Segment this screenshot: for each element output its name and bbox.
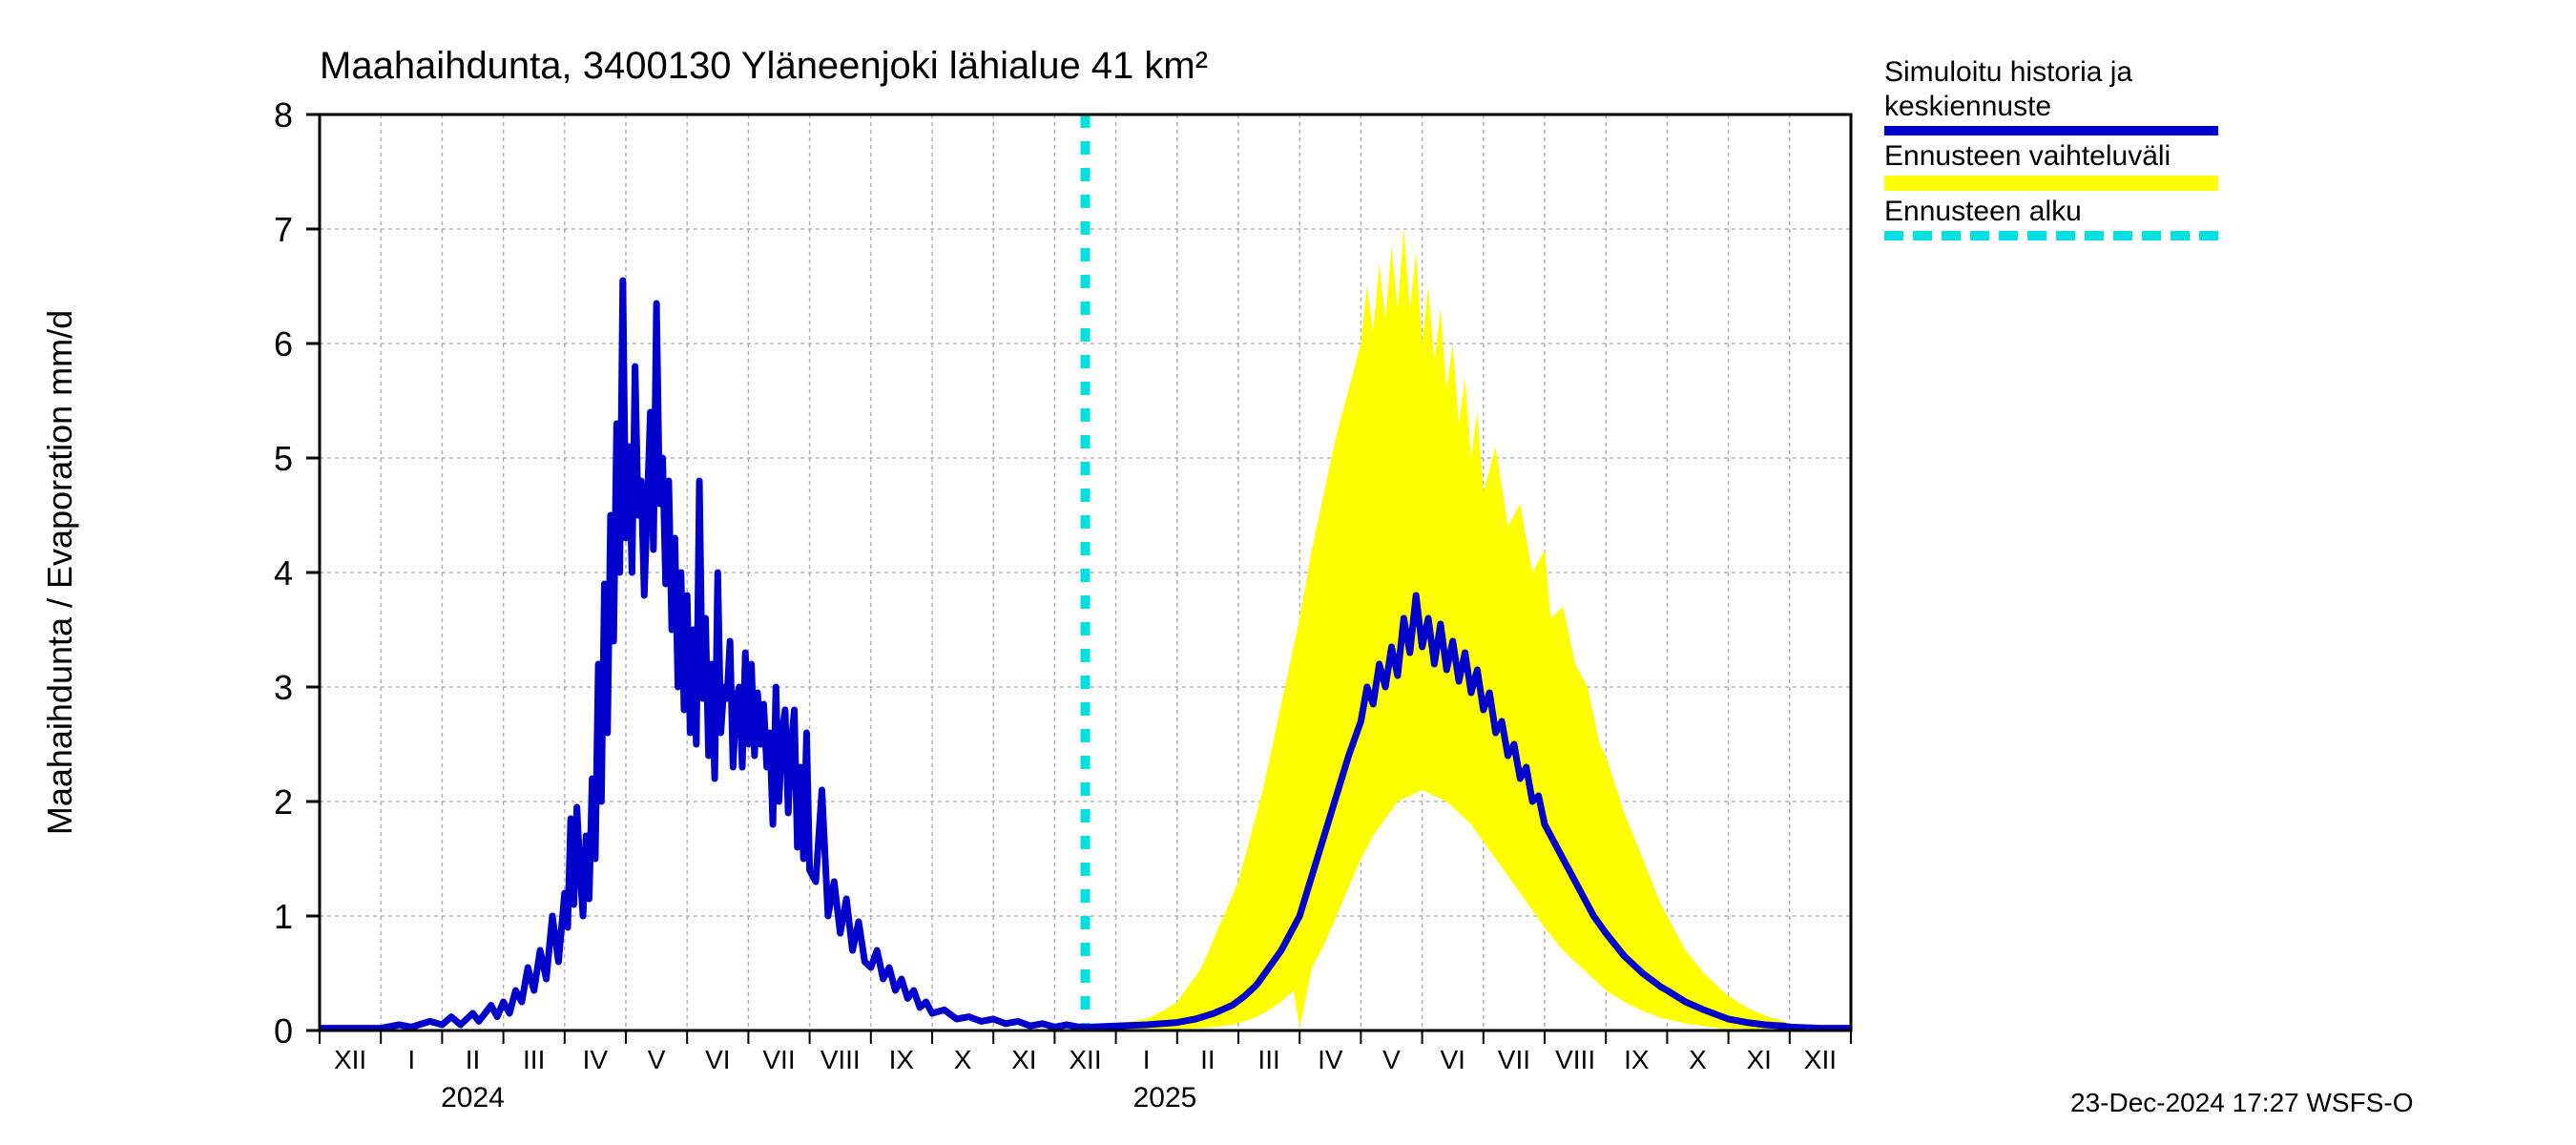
xtick-label: X <box>1689 1045 1707 1074</box>
xtick-label: VIII <box>1555 1045 1595 1074</box>
timestamp: 23-Dec-2024 17:27 WSFS-O <box>2070 1088 2414 1118</box>
xtick-label: VI <box>1440 1045 1465 1074</box>
legend-label: Ennusteen alku <box>1884 195 2476 229</box>
xtick-label: XII <box>334 1045 366 1074</box>
xtick-label: V <box>1382 1045 1401 1074</box>
xtick-label: III <box>523 1045 545 1074</box>
legend-entry: Ennusteen vaihteluväli <box>1884 139 2476 191</box>
ytick-label: 4 <box>274 553 293 593</box>
xtick-label: XII <box>1069 1045 1101 1074</box>
legend: Simuloitu historia ja keskiennuste Ennust… <box>1884 55 2476 244</box>
xtick-label: IX <box>889 1045 915 1074</box>
chart-stage: 012345678XIIIIIIIIIVVVIVIIVIIIIXXXIXIIII… <box>0 0 2576 1145</box>
xtick-label: I <box>1143 1045 1151 1074</box>
legend-label: Ennusteen vaihteluväli <box>1884 139 2476 174</box>
xtick-label: V <box>648 1045 666 1074</box>
xtick-label: XII <box>1804 1045 1837 1074</box>
ytick-label: 5 <box>274 439 293 478</box>
xtick-label: VII <box>762 1045 795 1074</box>
year-label: 2024 <box>441 1082 505 1114</box>
year-label: 2025 <box>1133 1082 1197 1114</box>
xtick-label: IV <box>583 1045 609 1074</box>
ytick-label: 2 <box>274 782 293 822</box>
xtick-label: II <box>1200 1045 1215 1074</box>
xtick-label: XI <box>1011 1045 1036 1074</box>
chart-title: Maahaihdunta, 3400130 Yläneenjoki lähial… <box>320 45 1208 87</box>
xtick-label: IV <box>1318 1045 1343 1074</box>
xtick-label: VIII <box>821 1045 861 1074</box>
legend-swatch <box>1884 231 2218 240</box>
legend-swatch <box>1884 126 2218 135</box>
xtick-label: VI <box>705 1045 730 1074</box>
xtick-label: I <box>407 1045 415 1074</box>
ytick-label: 0 <box>274 1011 293 1051</box>
ytick-label: 3 <box>274 668 293 707</box>
legend-entry: Simuloitu historia ja keskiennuste <box>1884 55 2476 135</box>
xtick-label: II <box>466 1045 481 1074</box>
ytick-label: 7 <box>274 210 293 249</box>
ytick-label: 6 <box>274 324 293 364</box>
xtick-label: XI <box>1746 1045 1771 1074</box>
ytick-label: 8 <box>274 95 293 135</box>
ytick-label: 1 <box>274 897 293 936</box>
xtick-label: IX <box>1624 1045 1650 1074</box>
legend-label: Simuloitu historia ja keskiennuste <box>1884 55 2476 124</box>
xtick-label: III <box>1257 1045 1279 1074</box>
xtick-label: VII <box>1498 1045 1530 1074</box>
legend-entry: Ennusteen alku <box>1884 195 2476 240</box>
y-axis-label: Maahaihdunta / Evaporation mm/d <box>40 310 79 835</box>
xtick-label: X <box>954 1045 972 1074</box>
legend-swatch <box>1884 176 2218 191</box>
